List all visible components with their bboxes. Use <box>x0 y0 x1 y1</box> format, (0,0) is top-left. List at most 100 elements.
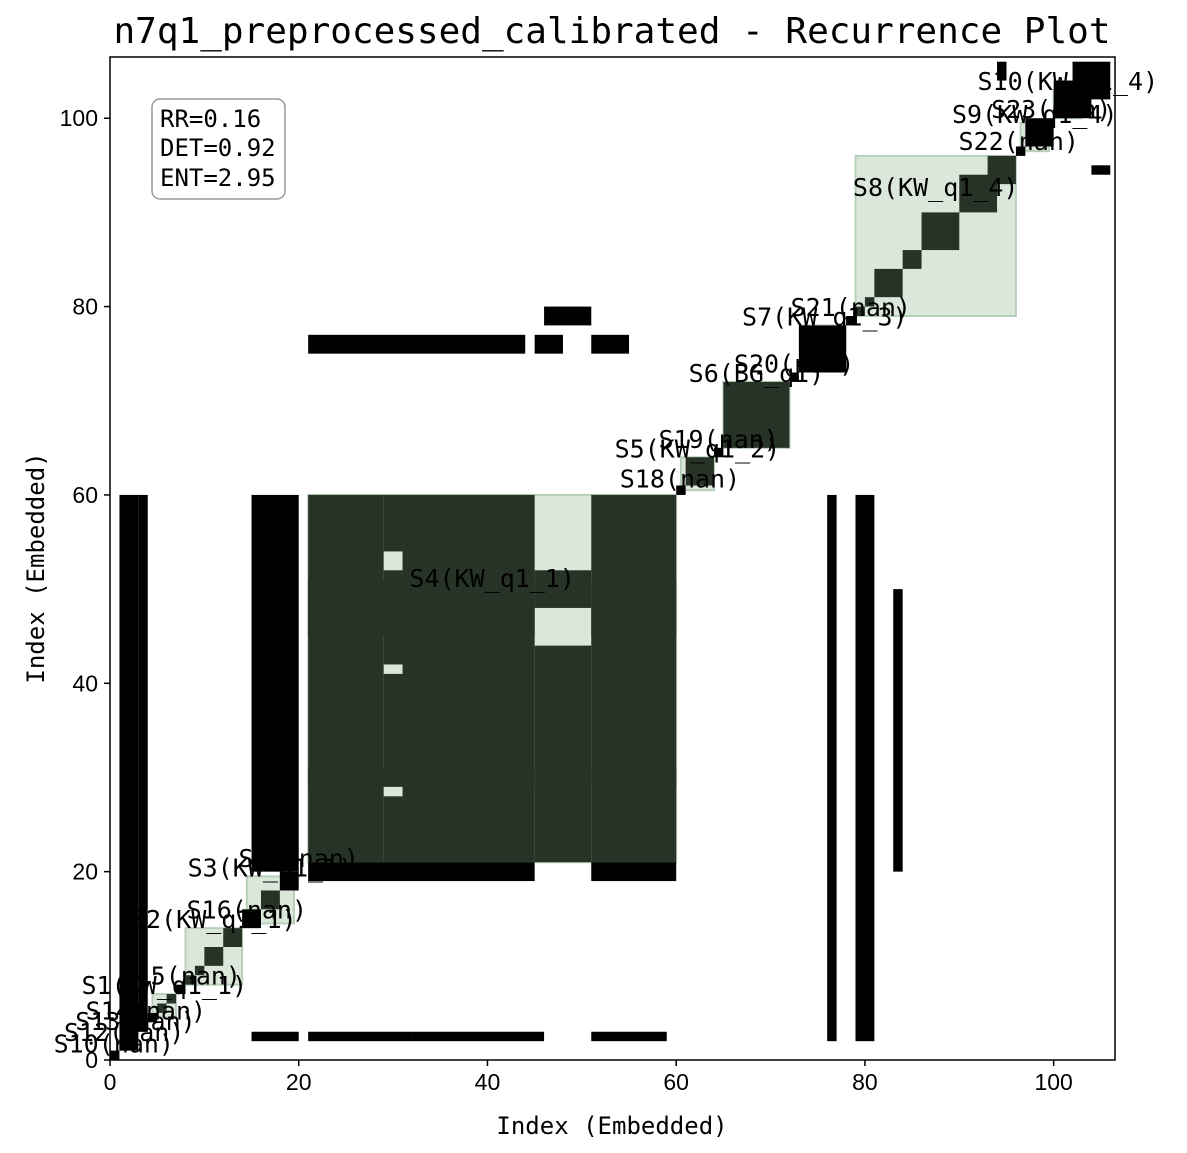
recurrence-cell <box>251 494 299 872</box>
y-tick-label: 60 <box>72 482 98 508</box>
recurrence-cell <box>713 447 724 458</box>
recurrence-matrix <box>110 61 1111 1060</box>
recurrence-cell <box>138 1022 148 1032</box>
recurrence-cell <box>855 494 875 1042</box>
recurrence-cell <box>893 589 903 872</box>
stat-rr: RR=0.16 <box>160 105 261 133</box>
segment-label: S7(KW_q1_3) <box>742 302 908 331</box>
recurrence-cell <box>176 984 186 995</box>
recurrence-cell <box>874 268 903 298</box>
segment-label: S19(nan) <box>658 425 778 454</box>
stats-box-frame <box>151 98 286 200</box>
recurrence-cell <box>676 485 686 495</box>
y-axis-label: Index (Embedded) <box>22 452 50 683</box>
recurrence-cell <box>846 315 856 326</box>
recurrence-cell <box>204 946 224 966</box>
x-tick-label: 60 <box>663 1069 689 1095</box>
recurrence-cell <box>242 909 261 929</box>
recurrence-cell <box>921 212 960 251</box>
segment-label: S17(nan) <box>239 844 359 873</box>
x-tick-label: 40 <box>475 1069 501 1095</box>
recurrence-cell <box>157 1003 167 1013</box>
plot-area: S1(KW_q1_1) S2(KW_q1_1) S3(KW_q1_1) S4(KW_q… <box>54 56 1159 1061</box>
recurrence-cell <box>308 768 535 787</box>
recurrence-cell <box>987 155 1016 185</box>
segment-label: S21(nan) <box>791 293 911 322</box>
x-axis-label: Index (Embedded) <box>496 1112 727 1140</box>
segment-label: S4(KW_q1_1) <box>409 564 575 593</box>
recurrence-cell <box>308 579 535 637</box>
segment-label: S16(nan) <box>187 896 307 925</box>
recurrence-cell <box>997 61 1007 81</box>
plot-frame <box>109 56 1116 1061</box>
recurrence-cell <box>383 796 403 863</box>
y-tick-label: 100 <box>60 105 98 131</box>
recurrence-cell <box>128 1031 139 1042</box>
recurrence-cell <box>185 975 195 985</box>
recurrence-cell <box>1015 146 1026 156</box>
recurrence-cell <box>591 494 677 863</box>
segment-label: S14(nan) <box>86 997 206 1026</box>
chart-title: n7q1_preprocessed_calibrated - Recurrenc… <box>114 11 1111 52</box>
segment-label: S15(nan) <box>121 962 241 991</box>
recurrence-cell <box>864 297 875 307</box>
recurrence-cell <box>411 1031 545 1042</box>
recurrence-cell <box>855 306 865 316</box>
recurrence-cell <box>1091 165 1111 175</box>
recurrence-cell <box>534 645 592 863</box>
recurrence-cell <box>534 570 592 608</box>
segment-label: S12(nan) <box>64 1018 184 1047</box>
recurrence-cell <box>1072 61 1111 100</box>
segment-label: S8(KW_q1_4) <box>853 173 1019 202</box>
segment-label: S10(KW_q1_4) <box>978 67 1159 96</box>
segment-label: S9(KW_q1_4) <box>952 100 1118 129</box>
recurrence-cell <box>789 372 799 382</box>
segment-label: S5(KW_q1_2) <box>615 434 781 463</box>
recurrence-cell <box>402 494 535 863</box>
y-axis: 0 20 40 60 80 100 <box>60 105 110 1073</box>
recurrence-cell <box>138 494 148 1032</box>
recurrence-cell <box>279 871 299 891</box>
recurrence-cell <box>827 494 837 1042</box>
recurrence-cell <box>110 1050 120 1060</box>
recurrence-cell <box>308 1031 412 1042</box>
recurrence-cell <box>308 494 384 863</box>
stat-det: DET=0.92 <box>160 134 276 162</box>
recurrence-cell <box>166 994 177 1004</box>
recurrence-cell <box>591 579 677 637</box>
x-tick-label: 100 <box>1034 1069 1072 1095</box>
stat-ent: ENT=2.95 <box>160 164 276 192</box>
segment-label: S20(nan) <box>734 349 854 378</box>
recurrence-cell <box>308 334 526 354</box>
segment-label: S1(KW_q1_1) <box>81 971 247 1000</box>
recurrence-cell <box>591 768 677 787</box>
recurrence-cell <box>591 334 630 354</box>
recurrence-cell <box>308 862 535 882</box>
x-tick-label: 20 <box>286 1069 312 1095</box>
segment-label: S23(nan) <box>991 95 1111 124</box>
x-tick-label: 80 <box>852 1069 878 1095</box>
recurrence-cell <box>119 494 139 1051</box>
segment-label: S3(KW_q1_1) <box>188 853 354 882</box>
recurrence-cell <box>723 381 790 448</box>
y-tick-label: 0 <box>85 1047 98 1073</box>
segment-label: S13(nan) <box>75 1007 195 1036</box>
segment-label: S10(nan) <box>54 1029 174 1058</box>
recurrence-cell <box>147 1012 158 1023</box>
recurrence-cell <box>383 673 403 778</box>
recurrence-cell <box>251 1031 299 1042</box>
y-tick-label: 80 <box>72 294 98 320</box>
x-axis: 0 20 40 60 80 100 <box>104 1060 1073 1095</box>
recurrence-cell <box>383 494 403 552</box>
recurrence-cell <box>223 928 243 947</box>
recurrence-cell <box>544 306 592 326</box>
recurrence-cell <box>260 890 280 910</box>
recurrence-cell <box>534 334 563 354</box>
recurrence-cell <box>798 325 847 373</box>
recurrence-cell <box>1025 118 1054 147</box>
segment-label: S22(nan) <box>959 127 1079 156</box>
x-tick-label: 0 <box>104 1069 117 1095</box>
recurrence-cell <box>119 1041 129 1051</box>
recurrence-cell <box>902 250 922 269</box>
